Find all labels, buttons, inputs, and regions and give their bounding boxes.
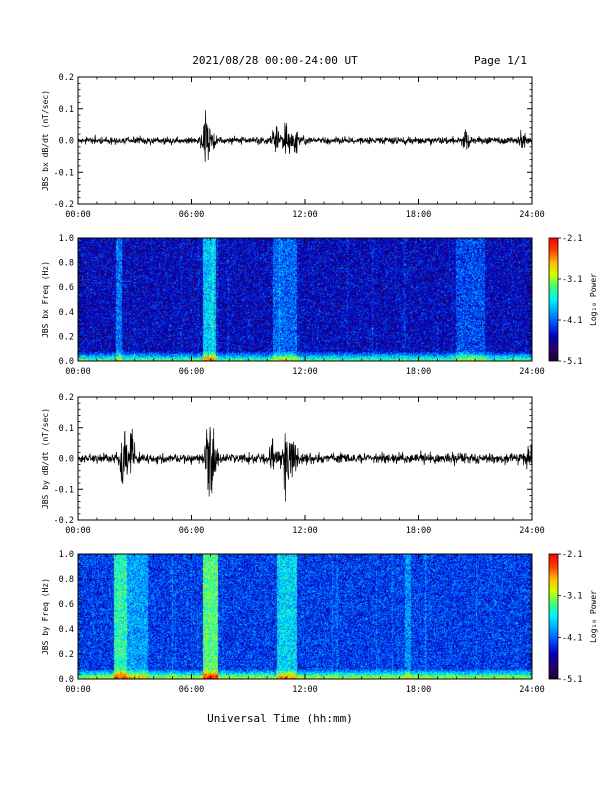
- by-spectrogram-panel: -2.1 -3.1 -4.1 -5.1 Log₁₀ Power 0.0 0.2 0.4 0.6 0…: [41, 550, 598, 695]
- bx-timeseries-trace: [77, 110, 533, 163]
- page-indicator: Page 1/1: [474, 54, 527, 67]
- x-tick-label: 24:00: [519, 210, 545, 220]
- x-tick-label: 06:00: [179, 367, 205, 377]
- bx-spectrogram-canvas: [78, 238, 532, 361]
- x-tick-label: 00:00: [65, 367, 91, 377]
- x-tick-label: 06:00: [179, 685, 205, 695]
- by-spectrogram-colorbar: [548, 553, 559, 680]
- y-tick-label: 0.2: [59, 73, 74, 83]
- bx-spectrogram-ylabel: JBS bx Freq (Hz): [41, 261, 50, 338]
- x-tick-label: 00:00: [65, 210, 91, 220]
- y-tick-label: 0.6: [59, 283, 74, 293]
- bx-spectrogram-image: [78, 238, 532, 361]
- by-timeseries-ylabel: JBS by dB/dt (nT/sec): [41, 408, 50, 509]
- y-tick-label: 0.1: [59, 424, 74, 434]
- colorbar-tick-label: -3.1: [562, 592, 582, 602]
- x-tick-label: 18:00: [406, 685, 432, 695]
- y-tick-label: 0.0: [59, 675, 74, 685]
- y-tick-label: 0.2: [59, 393, 74, 403]
- bx-timeseries-ylabel: JBS bx dB/dt (nT/sec): [41, 90, 50, 191]
- y-tick-label: -0.1: [54, 485, 74, 495]
- x-tick-label: 18:00: [406, 526, 432, 536]
- colorbar-tick-label: -3.1: [562, 275, 582, 285]
- colorbar-label: Log₁₀ Power: [589, 590, 598, 643]
- bx-spectrogram-panel: -2.1 -3.1 -4.1 -5.1 Log₁₀ Power 0.0 0.2 0.4 0.6 0…: [41, 234, 598, 377]
- colorbar-tick-label: -2.1: [562, 550, 582, 560]
- y-tick-label: -0.2: [54, 516, 74, 526]
- y-tick-label: 0.0: [59, 455, 74, 465]
- by-spectrogram-ylabel: JBS by Freq (Hz): [41, 578, 50, 655]
- y-tick-label: 0.1: [59, 105, 74, 115]
- x-tick-label: 12:00: [292, 526, 318, 536]
- colorbar-tick-label: -4.1: [562, 316, 582, 326]
- y-tick-label: 0.8: [59, 259, 74, 269]
- bx-timeseries-panel: 0.2 0.1 0.0 -0.1 -0.200:00 06:00 12:00 18:00 24:…: [41, 73, 545, 220]
- x-tick-label: 06:00: [179, 210, 205, 220]
- colorbar-tick-label: -2.1: [562, 234, 582, 244]
- y-tick-label: 0.0: [59, 137, 74, 147]
- y-tick-label: 0.2: [59, 332, 74, 342]
- by-spectrogram-canvas: [78, 554, 532, 679]
- x-tick-label: 24:00: [519, 685, 545, 695]
- figure-title: 2021/08/28 00:00-24:00 UT: [192, 54, 358, 67]
- y-tick-label: 0.6: [59, 600, 74, 610]
- x-tick-label: 12:00: [292, 367, 318, 377]
- colorbar-tick-label: -4.1: [562, 633, 582, 643]
- x-tick-label: 18:00: [406, 367, 432, 377]
- colorbar-tick-label: -5.1: [562, 675, 582, 685]
- x-tick-label: 06:00: [179, 526, 205, 536]
- by-spectrogram-image: [78, 554, 532, 679]
- x-tick-label: 00:00: [65, 526, 91, 536]
- bx-spectrogram-colorbar: [548, 237, 559, 362]
- y-tick-label: 0.2: [59, 650, 74, 660]
- colorbar-label: Log₁₀ Power: [589, 273, 598, 326]
- y-tick-label: 0.8: [59, 575, 74, 585]
- x-tick-label: 00:00: [65, 685, 91, 695]
- y-tick-label: 0.4: [59, 625, 74, 635]
- y-tick-label: 1.0: [59, 550, 74, 560]
- x-axis-label: Universal Time (hh:mm): [207, 712, 353, 725]
- y-tick-label: -0.1: [54, 168, 74, 178]
- y-tick-label: -0.2: [54, 200, 74, 210]
- colorbar-tick-label: -5.1: [562, 357, 582, 367]
- by-timeseries-panel: 0.2 0.1 0.0 -0.1 -0.200:00 06:00 12:00 18:00 24:…: [41, 393, 545, 536]
- y-tick-label: 0.4: [59, 308, 74, 318]
- x-tick-label: 12:00: [292, 685, 318, 695]
- x-tick-label: 24:00: [519, 526, 545, 536]
- x-tick-label: 12:00: [292, 210, 318, 220]
- x-tick-label: 18:00: [406, 210, 432, 220]
- by-timeseries-trace: [77, 426, 533, 502]
- x-tick-label: 24:00: [519, 367, 545, 377]
- y-tick-label: 1.0: [59, 234, 74, 244]
- y-tick-label: 0.0: [59, 357, 74, 367]
